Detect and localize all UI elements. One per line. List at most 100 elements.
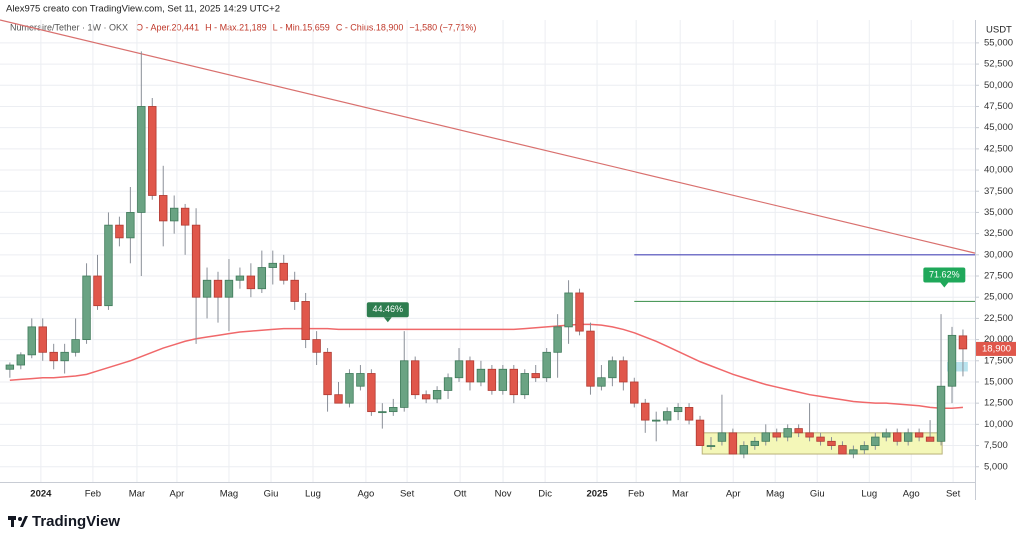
candle-body [542,351,551,379]
candle-body [180,207,190,226]
candle-body [16,354,26,366]
y-tick-label: 7,500 [984,440,1008,451]
candle-body [312,339,321,353]
candle-body [378,411,387,414]
candle-body [279,262,288,281]
x-tick-label: Lug [861,489,877,500]
candle-body [816,436,825,442]
y-tick-label: 55,000 [984,37,1013,48]
annotation: 71.62% [923,267,966,288]
candle-body [728,432,738,455]
y-tick-label: 32,500 [984,228,1013,239]
candle-body [49,351,58,362]
candle-body [947,334,957,387]
x-tick-label: Apr [170,489,185,500]
candle-body [345,373,354,404]
x-tick-label: 2024 [30,489,52,500]
candle-body [673,407,683,413]
candle-body [290,279,299,302]
y-tick-label: 37,500 [984,186,1013,197]
candle-body [717,432,727,442]
candle-body [575,292,584,332]
x-tick-label: 2025 [586,489,608,500]
candle-body [301,301,310,340]
x-tick-label: Feb [628,489,644,500]
candle-body [597,377,606,387]
candle-body [476,368,486,383]
y-tick-label: 52,500 [984,59,1013,70]
annotation-pointer [383,317,392,323]
candle-body [783,428,792,438]
annotation-box [923,267,966,283]
candle-body [893,432,902,442]
candle-body [60,351,69,362]
candle-body [750,440,760,446]
y-tick-label: 45,000 [984,122,1013,133]
candle-body [925,436,935,442]
candle-body [82,275,91,340]
candle-body [159,195,168,222]
candle-body [443,377,453,391]
candle-body [104,224,113,307]
annotation: 44.46% [366,302,409,323]
header: Alex975 creato con TradingView.com, Set … [6,4,280,15]
candle-body [903,432,913,442]
moving-average [9,323,964,409]
x-tick-label: Nov [495,489,512,500]
candle-body [958,335,968,350]
candle-body [684,407,694,421]
x-tick-label: Giu [810,489,825,500]
candle-body [849,449,858,455]
x-tick-label: Ago [903,489,920,500]
candle-body [608,360,617,379]
last-price-tag [976,341,1016,356]
legend-value: H - Max.21,189 [205,22,267,32]
candle-body [421,394,431,400]
brand: TradingView [32,513,120,530]
x-tick-label: Mar [672,489,688,500]
y-tick-label: 27,500 [984,271,1013,282]
candle-body [871,436,880,446]
y-tick-label: 25,000 [984,292,1013,303]
candle-body [5,364,15,370]
annotation-pointer [940,282,949,288]
candle-body [169,207,179,222]
legend-value: C - Chius.18,900 [336,22,404,32]
x-tick-label: Ott [454,489,467,500]
y-tick-label: 17,500 [984,355,1013,366]
candle-body [356,373,365,387]
y-tick-label: 42,500 [984,143,1013,154]
candle-body [914,432,924,438]
candle-body [202,279,212,298]
candle-body [115,224,124,239]
candle-body [827,440,836,446]
annotation-label: 71.62% [929,269,960,279]
y-tick-label: 22,500 [984,313,1013,324]
candle-body [695,419,705,446]
candle-body [805,432,814,438]
drawn-line [0,19,976,254]
brand-logo [8,516,28,527]
candle-body [882,432,891,438]
candle-body [410,360,420,396]
candle-body [641,402,650,421]
candle-body [71,339,80,353]
y-tick-label: 30,000 [984,249,1013,260]
x-tick-label: Feb [85,489,101,500]
candle-body [630,381,639,404]
legend-value: −1,580 (−7,71%) [409,22,476,32]
y-tick-label: 50,000 [984,80,1013,91]
candle-body [586,330,595,387]
annotation-label: 44.46% [373,304,404,314]
y-tick-label: 35,000 [984,207,1013,218]
legend-value: L - Min.15,659 [273,22,330,32]
x-tick-label: Lug [305,489,321,500]
x-tick-label: Apr [726,489,741,500]
x-tick-label: Mar [129,489,145,500]
candle-body [126,212,135,239]
y-tick-label: 40,000 [984,165,1013,176]
candle-body [465,360,475,383]
candle-body [706,445,716,447]
x-tick-label: Mag [220,489,238,500]
